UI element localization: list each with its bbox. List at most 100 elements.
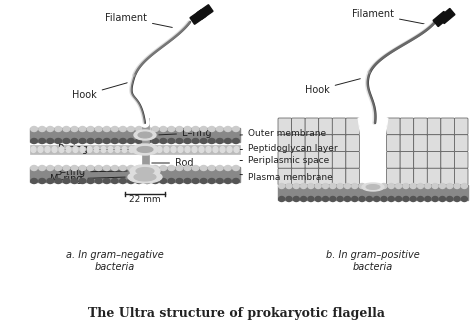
FancyBboxPatch shape — [332, 135, 346, 151]
FancyBboxPatch shape — [455, 118, 468, 135]
Ellipse shape — [425, 183, 431, 188]
Polygon shape — [439, 9, 455, 23]
Ellipse shape — [337, 196, 343, 202]
Ellipse shape — [103, 166, 110, 171]
Ellipse shape — [122, 147, 127, 152]
Ellipse shape — [217, 126, 223, 131]
Ellipse shape — [233, 179, 239, 183]
Ellipse shape — [39, 166, 46, 171]
Ellipse shape — [176, 179, 183, 183]
Text: Rod: Rod — [152, 158, 193, 168]
Ellipse shape — [308, 196, 314, 202]
FancyBboxPatch shape — [305, 118, 319, 135]
Ellipse shape — [418, 183, 423, 188]
Text: b. In gram–positive
bacteria: b. In gram–positive bacteria — [326, 250, 420, 272]
FancyBboxPatch shape — [292, 118, 305, 135]
Ellipse shape — [301, 196, 307, 202]
Ellipse shape — [381, 183, 387, 188]
FancyBboxPatch shape — [292, 168, 305, 185]
Text: S–ring: S–ring — [55, 167, 127, 177]
Ellipse shape — [31, 147, 36, 152]
Text: The Ultra structure of prokaryotic flagella: The Ultra structure of prokaryotic flage… — [89, 307, 385, 320]
Ellipse shape — [31, 126, 37, 131]
Ellipse shape — [225, 166, 231, 171]
Ellipse shape — [31, 166, 37, 171]
Ellipse shape — [233, 166, 239, 171]
FancyBboxPatch shape — [292, 151, 305, 168]
Bar — [30, 128, 240, 142]
Ellipse shape — [178, 147, 183, 152]
Ellipse shape — [52, 147, 57, 152]
Ellipse shape — [134, 130, 156, 140]
Ellipse shape — [95, 126, 102, 131]
Ellipse shape — [439, 196, 446, 202]
FancyBboxPatch shape — [346, 118, 359, 135]
Ellipse shape — [94, 147, 99, 152]
Ellipse shape — [184, 179, 191, 183]
Ellipse shape — [176, 139, 183, 144]
Ellipse shape — [171, 147, 176, 152]
Ellipse shape — [66, 147, 71, 152]
FancyBboxPatch shape — [427, 118, 441, 135]
Ellipse shape — [315, 196, 321, 202]
Ellipse shape — [152, 139, 158, 144]
Ellipse shape — [454, 196, 460, 202]
FancyBboxPatch shape — [332, 151, 346, 168]
Text: Peptidoglycan layer: Peptidoglycan layer — [240, 144, 337, 153]
Ellipse shape — [209, 126, 215, 131]
Ellipse shape — [144, 179, 150, 183]
Ellipse shape — [168, 139, 174, 144]
Ellipse shape — [55, 126, 62, 131]
Ellipse shape — [143, 147, 148, 152]
Ellipse shape — [192, 126, 199, 131]
Ellipse shape — [111, 179, 118, 183]
Ellipse shape — [31, 139, 37, 144]
FancyBboxPatch shape — [387, 168, 400, 185]
Ellipse shape — [366, 196, 373, 202]
Ellipse shape — [130, 165, 160, 177]
Ellipse shape — [330, 183, 336, 188]
Ellipse shape — [168, 126, 174, 131]
Ellipse shape — [366, 184, 380, 189]
Ellipse shape — [87, 147, 92, 152]
Bar — [30, 167, 240, 182]
Ellipse shape — [322, 196, 328, 202]
Ellipse shape — [217, 179, 223, 183]
FancyBboxPatch shape — [455, 135, 468, 151]
Ellipse shape — [410, 196, 416, 202]
FancyBboxPatch shape — [455, 168, 468, 185]
Ellipse shape — [103, 126, 110, 131]
Ellipse shape — [209, 179, 215, 183]
Ellipse shape — [87, 139, 94, 144]
Ellipse shape — [418, 196, 423, 202]
FancyBboxPatch shape — [387, 118, 400, 135]
FancyBboxPatch shape — [441, 118, 455, 135]
Ellipse shape — [63, 166, 70, 171]
Text: Outer membrane: Outer membrane — [240, 128, 326, 138]
Ellipse shape — [47, 126, 54, 131]
Ellipse shape — [201, 139, 207, 144]
FancyBboxPatch shape — [400, 168, 414, 185]
Ellipse shape — [71, 166, 78, 171]
Ellipse shape — [136, 147, 141, 152]
FancyBboxPatch shape — [332, 118, 346, 135]
Ellipse shape — [55, 179, 62, 183]
Ellipse shape — [79, 126, 86, 131]
Ellipse shape — [71, 179, 78, 183]
Ellipse shape — [359, 196, 365, 202]
Text: Periplasmic space: Periplasmic space — [240, 156, 329, 165]
Ellipse shape — [103, 179, 110, 183]
Ellipse shape — [79, 139, 86, 144]
Text: L–ring: L–ring — [159, 128, 211, 138]
Text: Hook: Hook — [305, 79, 360, 95]
Ellipse shape — [80, 147, 85, 152]
Bar — [142, 118, 149, 182]
Ellipse shape — [279, 196, 285, 202]
Ellipse shape — [119, 126, 126, 131]
Ellipse shape — [286, 183, 292, 188]
FancyBboxPatch shape — [346, 135, 359, 151]
Text: Filament: Filament — [352, 9, 427, 24]
FancyBboxPatch shape — [455, 151, 468, 168]
Ellipse shape — [362, 183, 384, 191]
Ellipse shape — [160, 139, 166, 144]
